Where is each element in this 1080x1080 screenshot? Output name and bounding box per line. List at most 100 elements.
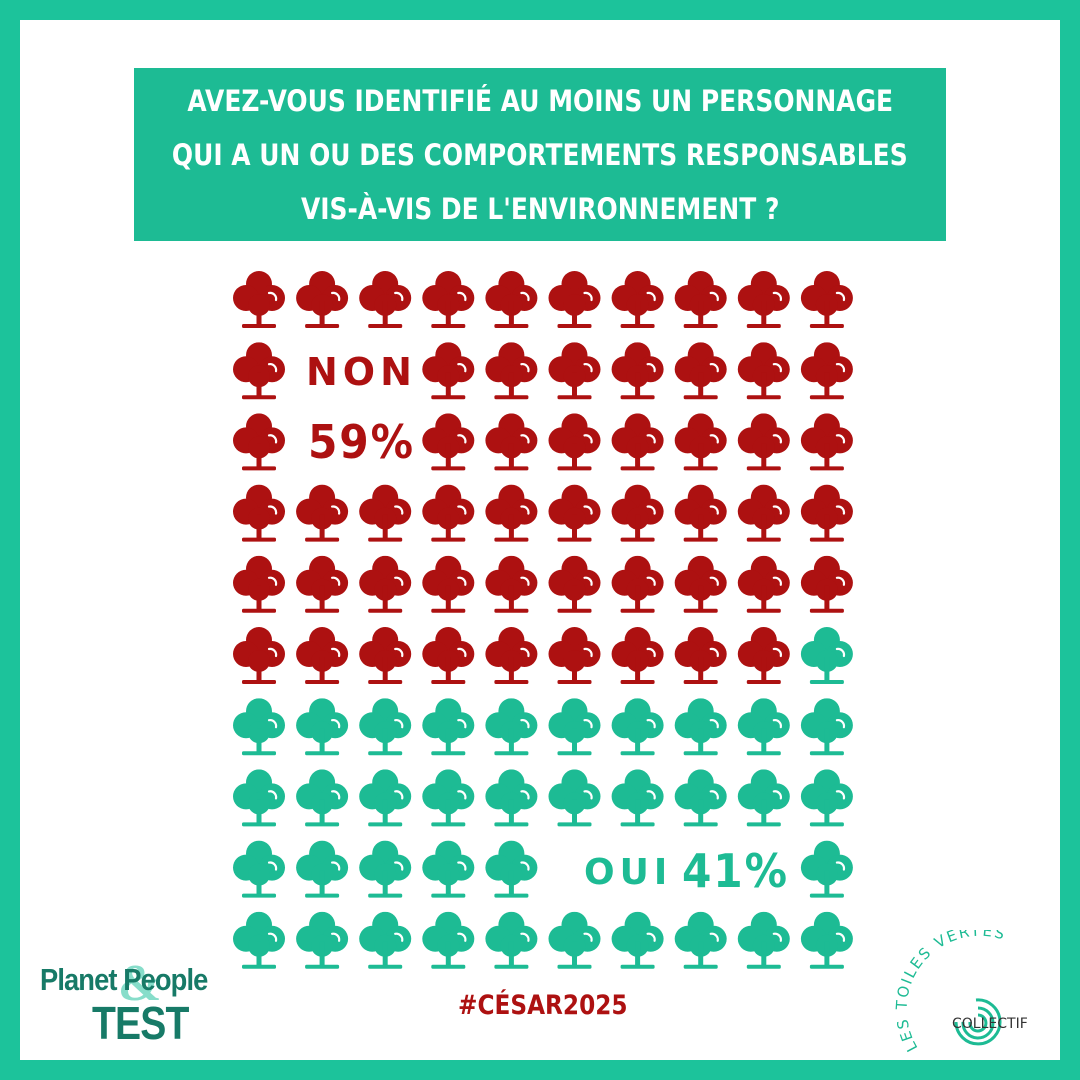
tree-icon-oui xyxy=(295,840,350,899)
hashtag: #CÉSAR2025 xyxy=(458,990,628,1021)
tree-icon-non xyxy=(799,413,855,472)
tree-icon-non xyxy=(295,555,350,614)
tree-icon-non xyxy=(673,342,728,401)
oui-label: OUI xyxy=(584,852,673,893)
tree-icon-non xyxy=(610,342,665,401)
tree-icon-oui xyxy=(610,911,665,970)
tree-icon-non xyxy=(610,627,665,686)
tree-icon-non xyxy=(547,413,602,472)
tree-icon-oui xyxy=(484,840,539,899)
tree-icon-oui xyxy=(421,840,476,899)
tree-icon-oui xyxy=(736,698,791,757)
tree-icon-non xyxy=(484,342,539,401)
tree-icon-non xyxy=(231,484,287,543)
tree-icon-non xyxy=(421,627,476,686)
tree-icon-oui xyxy=(799,840,855,899)
question-banner: AVEZ-VOUS IDENTIFIÉ AU MOINS UN PERSONNA… xyxy=(134,68,946,241)
planet-people-test: TEST xyxy=(92,997,189,1049)
tree-icon-oui xyxy=(231,769,287,828)
tree-icon-non xyxy=(358,484,413,543)
non-percent: 59% xyxy=(308,415,415,469)
tree-icon-oui xyxy=(610,769,665,828)
tree-icon-oui xyxy=(799,769,855,828)
tree-icon-oui xyxy=(484,911,539,970)
tree-icon-non xyxy=(673,271,728,330)
tree-icon-non xyxy=(231,555,287,614)
tree-icon-non xyxy=(736,484,791,543)
tree-icon-non xyxy=(799,271,855,330)
tree-icon-non xyxy=(736,271,791,330)
tree-icon-non xyxy=(358,555,413,614)
tree-icon-non xyxy=(231,627,287,686)
tree-icon-non xyxy=(231,271,287,330)
tree-icon-non xyxy=(736,555,791,614)
tree-icon-non xyxy=(358,271,413,330)
tree-icon-oui xyxy=(736,911,791,970)
tree-icon-non xyxy=(547,627,602,686)
tree-icon-oui xyxy=(673,911,728,970)
tree-icon-oui xyxy=(673,698,728,757)
tree-icon-non xyxy=(610,413,665,472)
tree-icon-non xyxy=(484,627,539,686)
tree-icon-oui xyxy=(799,627,855,686)
non-label: NON xyxy=(306,350,417,394)
tree-icon-non xyxy=(610,555,665,614)
tree-icon-non xyxy=(484,413,539,472)
tree-icon-oui xyxy=(295,698,350,757)
tree-icon-non xyxy=(673,484,728,543)
tree-icon-non xyxy=(295,627,350,686)
tree-icon-non xyxy=(736,413,791,472)
tree-icon-non xyxy=(610,484,665,543)
tree-icon-non xyxy=(799,555,855,614)
tree-icon-oui xyxy=(484,769,539,828)
film-reel-rings-icon xyxy=(954,998,1002,1046)
tree-icon-oui xyxy=(295,769,350,828)
question-line-3: VIS-À-VIS DE L'ENVIRONNEMENT ? xyxy=(300,191,780,226)
tree-icon-non xyxy=(231,342,287,401)
toiles-vertes-arc-text: LES TOILES VERTES xyxy=(893,930,1009,1055)
tree-icon-oui xyxy=(547,911,602,970)
tree-icon-oui xyxy=(358,698,413,757)
tree-icon-non xyxy=(421,271,476,330)
tree-icon-non xyxy=(547,342,602,401)
tree-icon-non xyxy=(547,555,602,614)
tree-icon-non xyxy=(799,342,855,401)
tree-icon-non xyxy=(421,342,476,401)
tree-icon-non xyxy=(673,413,728,472)
planet-people-wordmark: Planet People xyxy=(40,962,208,997)
tree-icon-non xyxy=(421,413,476,472)
tree-icon-non xyxy=(484,271,539,330)
tree-icon-non xyxy=(736,342,791,401)
toiles-vertes-collectif: COLLECTIF xyxy=(952,1016,1028,1032)
tree-icon-oui xyxy=(231,840,287,899)
tree-icon-oui xyxy=(358,911,413,970)
tree-icon-non xyxy=(231,413,287,472)
les-toiles-vertes-logo: LES TOILES VERTES COLLECTIF xyxy=(893,930,1028,1055)
tree-icon-oui xyxy=(295,911,350,970)
tree-icon-non xyxy=(673,627,728,686)
question-line-2: QUI A UN OU DES COMPORTEMENTS RESPONSABL… xyxy=(172,137,908,172)
tree-icon-oui xyxy=(547,769,602,828)
tree-icon-non xyxy=(295,484,350,543)
tree-icon-non xyxy=(547,271,602,330)
tree-icon-non xyxy=(295,271,350,330)
tree-icon-non xyxy=(547,484,602,543)
tree-icon-oui xyxy=(736,769,791,828)
tree-icon-non xyxy=(673,555,728,614)
oui-percent: 41% xyxy=(682,844,789,898)
tree-icon-oui xyxy=(358,840,413,899)
tree-icon-oui xyxy=(231,698,287,757)
tree-icon-oui xyxy=(484,698,539,757)
tree-icon-oui xyxy=(799,911,855,970)
planet-people-test-logo: & Planet People TEST xyxy=(40,955,240,1049)
tree-icon-non xyxy=(421,555,476,614)
tree-icon-oui xyxy=(799,698,855,757)
tree-icon-oui xyxy=(421,769,476,828)
tree-icon-oui xyxy=(421,911,476,970)
tree-icon-oui xyxy=(673,769,728,828)
tree-icon-oui xyxy=(547,698,602,757)
tree-icon-non xyxy=(610,271,665,330)
planet-people-amp: & xyxy=(118,955,162,1012)
tree-icon-oui xyxy=(610,698,665,757)
